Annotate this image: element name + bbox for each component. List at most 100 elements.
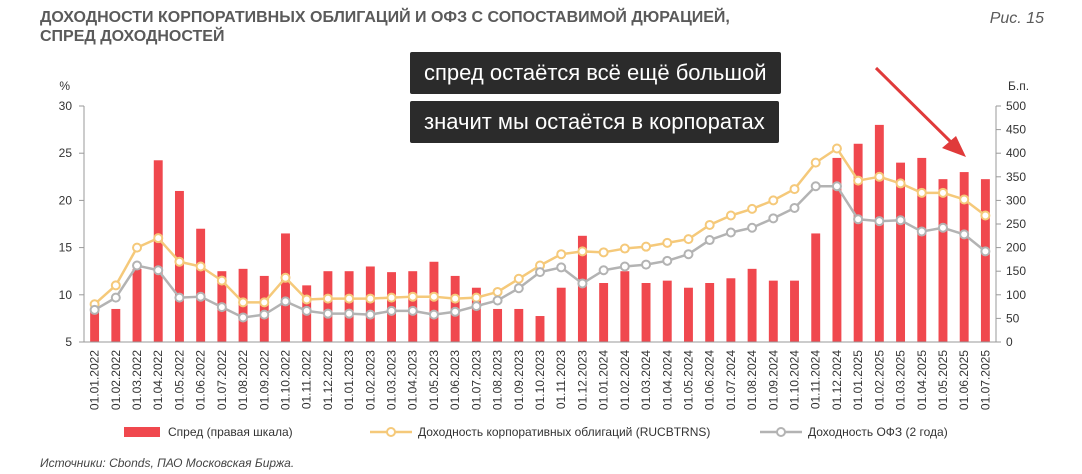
x-tick-label: 01.02.2024 [618,350,632,410]
x-tick-label: 01.03.2024 [639,350,653,410]
ofz-yield-point [153,265,164,276]
legend-corp-label: Доходность корпоративных облигаций (RUCB… [418,425,710,439]
x-tick-label: 01.07.2024 [724,350,738,410]
right-tick-label: 0 [1006,335,1013,349]
callout-corporates: значит мы остаётся в корпоратах [410,101,779,143]
spread-bar [599,283,609,342]
spread-bar [577,235,587,342]
x-tick-label: 01.11.2023 [554,350,568,409]
spread-bar [747,268,757,342]
ofz-yield-point [280,296,291,307]
ofz-yield-point [662,255,673,266]
ofz-yield-point [747,222,758,233]
corp-yield-point [322,293,333,304]
arrow-head [942,136,966,157]
left-tick-label: 5 [65,335,72,349]
corp-yield-point [725,210,736,221]
right-tick-label: 350 [1006,170,1026,184]
ofz-yield-point [789,202,800,213]
corp-yield-point [895,178,906,189]
ofz-yield-point [344,308,355,319]
legend-spread-swatch [124,427,160,437]
spread-bar [90,311,100,342]
corp-yield-point [831,143,842,154]
corp-yield-point [513,273,524,284]
spread-bar [853,143,863,342]
ofz-yield-point [937,222,948,233]
corp-yield-point [619,243,630,254]
corp-yield-point [937,187,948,198]
ofz-yield-point [598,265,609,276]
x-tick-label: 01.05.2022 [172,350,186,410]
corp-yield-point [704,219,715,230]
ofz-yield-point [428,309,439,320]
figure-label: Рис. 15 [989,10,1044,27]
ofz-yield-point [810,181,821,192]
left-tick-label: 20 [59,193,73,207]
spread-bar [641,283,651,342]
corp-yield-point [789,184,800,195]
x-tick-label: 01.05.2025 [936,350,950,410]
x-tick-label: 01.10.2022 [278,350,292,410]
legend-ofz-swatch-dot [776,427,786,437]
spread-bar [365,266,375,342]
x-tick-labels: 01.01.2022 01.02.2022 01.03.2022 01.04.2022… [88,350,993,410]
x-tick-label: 01.04.2023 [406,350,420,410]
x-tick-label: 01.06.2023 [448,350,462,410]
corp-yield-point [365,293,376,304]
ofz-yield-point [513,283,524,294]
arrow-shaft [874,66,958,149]
spread-bar [556,287,566,342]
spread-bar [790,280,799,342]
x-tick-label: 01.12.2022 [321,350,335,410]
x-tick-label: 01.06.2024 [703,350,717,410]
spread-bar [471,287,481,342]
x-tick-label: 01.05.2024 [681,350,695,410]
spread-bar [493,308,503,342]
spread-bar [535,316,545,342]
ofz-yield-point [450,306,461,317]
ofz-yield-point [916,226,927,237]
ofz-yield-point [980,246,991,257]
title-line-2: СПРЕД ДОХОДНОСТЕЙ [40,28,225,45]
corp-yield-point [598,247,609,258]
corp-yield-point [132,242,143,253]
x-tick-label: 01.07.2023 [469,350,483,410]
corp-yield-point [662,237,673,248]
right-tick-label: 450 [1006,123,1026,137]
spread-bar [811,233,821,342]
x-tick-label: 01.06.2022 [194,350,208,410]
x-tick-label: 01.09.2023 [512,350,526,410]
x-tick-label: 01.05.2023 [427,350,441,410]
x-tick-label: 01.12.2024 [830,350,844,410]
axes: % Б.п.51015202530050100150200250300350400… [59,79,1029,349]
left-tick-label: 25 [59,146,73,160]
corp-yield-point [980,210,991,221]
corp-yield-point [959,194,970,205]
corp-yield-point [810,157,821,168]
left-axis-unit: % [59,79,70,93]
ofz-yield-point [895,215,906,226]
x-tick-label: 01.02.2022 [109,350,123,410]
x-tick-label: 01.12.2023 [575,350,589,410]
spread-bar [705,283,715,342]
corp-yield-point [450,293,461,304]
ofz-yield-point [174,292,185,303]
spread-bar [111,308,121,342]
spread-bar [153,160,163,342]
corp-yield-point [301,294,312,305]
left-tick-label: 15 [59,241,73,255]
ofz-yield-point [407,305,418,316]
corp-yield-point [471,292,482,303]
corp-yield-point [216,275,227,286]
spread-bar [344,271,354,342]
ofz-yield-point [619,261,630,272]
corp-yield-point [641,241,652,252]
spread-bar [323,271,333,342]
spread-bar [938,179,948,342]
ofz-yield-point [725,227,736,238]
corp-yield-point [428,291,439,302]
x-tick-label: 01.10.2024 [788,350,802,410]
x-tick-label: 01.08.2022 [236,350,250,410]
